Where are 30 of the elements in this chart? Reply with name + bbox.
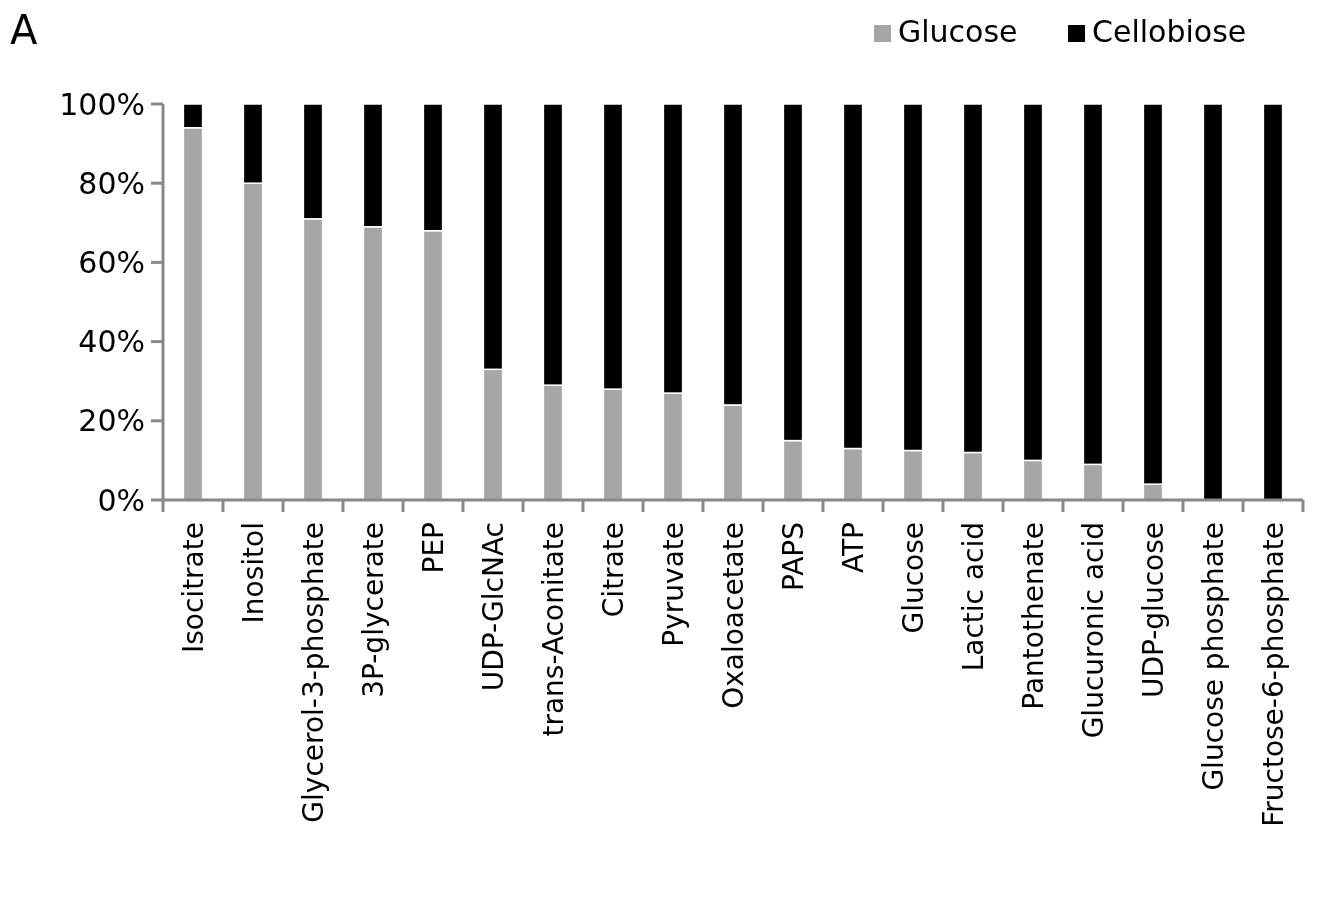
x-tick-label: ATP [836,522,870,573]
y-tick-label: 0% [97,482,145,518]
y-tick-label: 60% [78,244,145,280]
x-tick-label: Lactic acid [956,522,990,672]
x-tick-label: Glucose [896,522,930,634]
x-tick-label: UDP-glucose [1136,522,1170,699]
y-tick-label: 80% [78,165,145,201]
x-tick-label: Pyruvate [656,522,690,647]
x-tick-label: Fructose-6-phosphate [1256,522,1290,827]
x-tick-label: Citrate [596,522,630,618]
bar [1202,103,1224,501]
x-tick-label: PEP [416,522,450,574]
x-tick-label: trans-Aconitate [536,522,570,737]
x-tick-label: Inositol [236,522,270,624]
legend-label: Glucose [898,14,1018,49]
legend-label: Cellobiose [1092,14,1247,49]
text: A [10,7,38,53]
x-tick-label: Oxaloacetate [716,522,750,709]
x-tick-label: Glycerol-3-phosphate [296,522,330,823]
x-tick-label: PAPS [776,522,810,591]
x-tick-label: Pantothenate [1016,522,1050,710]
y-tick-label: 40% [78,324,145,360]
y-tick-label: 20% [78,403,145,439]
x-tick-label: Glucuronic acid [1076,522,1110,739]
x-tick-label: Glucose phosphate [1196,522,1230,791]
y-tick-label: 100% [59,86,145,122]
bar [1262,103,1284,501]
x-tick-label: Isocitrate [176,522,210,654]
x-tick-label: 3P-glycerate [356,522,390,698]
x-tick-label: UDP-GlcNAc [476,522,510,692]
